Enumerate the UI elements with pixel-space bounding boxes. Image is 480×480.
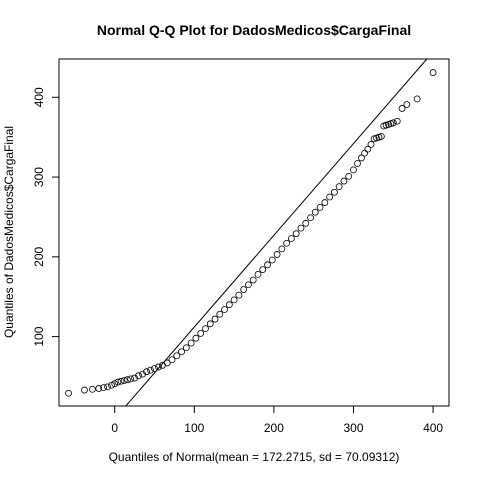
x-axis: 0 100 200 300 400 bbox=[111, 405, 443, 435]
data-point bbox=[131, 374, 139, 382]
data-point bbox=[273, 251, 281, 258]
data-point bbox=[268, 256, 276, 264]
data-point bbox=[225, 301, 233, 309]
data-point bbox=[326, 193, 334, 201]
data-point bbox=[104, 383, 111, 391]
data-point bbox=[361, 149, 369, 157]
plot-frame bbox=[58, 58, 450, 407]
data-point bbox=[235, 291, 243, 299]
data-point bbox=[139, 370, 146, 378]
x-tick-label: 0 bbox=[111, 421, 118, 435]
data-point bbox=[65, 389, 72, 397]
data-point bbox=[254, 270, 262, 278]
y-axis: 100 200 300 400 bbox=[32, 87, 60, 347]
data-point bbox=[240, 286, 248, 293]
data-point bbox=[292, 230, 300, 238]
x-tick-label: 300 bbox=[343, 421, 363, 435]
data-point bbox=[302, 219, 310, 227]
data-point bbox=[364, 145, 372, 153]
data-point bbox=[124, 376, 131, 384]
data-point bbox=[398, 105, 406, 112]
data-point bbox=[197, 330, 205, 337]
data-point bbox=[221, 306, 228, 313]
data-point bbox=[143, 368, 150, 376]
data-point bbox=[192, 334, 200, 342]
reference-line-layer bbox=[125, 58, 428, 407]
y-tick-label: 400 bbox=[32, 87, 46, 107]
data-point bbox=[350, 166, 357, 174]
data-point bbox=[81, 386, 88, 394]
data-point bbox=[127, 375, 135, 383]
data-point bbox=[259, 266, 267, 273]
data-point bbox=[389, 119, 397, 127]
data-point bbox=[316, 203, 324, 211]
data-point bbox=[311, 208, 319, 216]
y-tick-label: 300 bbox=[32, 167, 46, 187]
data-point bbox=[173, 352, 181, 360]
data-point bbox=[187, 339, 195, 347]
x-tick-label: 200 bbox=[264, 421, 284, 435]
y-tick-label: 200 bbox=[32, 246, 46, 266]
data-point bbox=[264, 261, 271, 269]
data-point bbox=[182, 344, 190, 352]
x-tick-label: 400 bbox=[423, 421, 443, 435]
y-tick-label: 100 bbox=[32, 326, 46, 346]
data-point bbox=[202, 325, 209, 333]
y-axis-label: Quantiles of DadosMedicos$CargaFinal bbox=[2, 126, 16, 338]
data-point bbox=[163, 359, 171, 367]
x-axis-label: Quantiles of Normal(mean = 172.2715, sd … bbox=[109, 450, 400, 464]
data-point bbox=[413, 95, 421, 103]
data-point bbox=[155, 363, 162, 371]
data-point bbox=[403, 101, 411, 108]
chart-title: Normal Q-Q Plot for DadosMedicos$CargaFi… bbox=[97, 22, 411, 38]
data-point bbox=[178, 348, 185, 356]
data-point bbox=[345, 172, 353, 180]
data-point bbox=[278, 245, 286, 253]
data-point bbox=[111, 380, 119, 388]
data-point bbox=[307, 214, 314, 222]
data-point bbox=[147, 366, 154, 374]
data-point bbox=[283, 239, 291, 247]
data-point bbox=[206, 320, 214, 328]
data-point bbox=[330, 188, 338, 196]
data-points bbox=[65, 69, 437, 397]
data-point bbox=[151, 365, 158, 372]
data-point bbox=[358, 154, 365, 162]
data-point bbox=[168, 356, 176, 364]
data-point bbox=[100, 384, 107, 392]
data-point bbox=[367, 140, 375, 148]
data-point bbox=[249, 276, 257, 284]
data-point bbox=[211, 315, 219, 323]
data-point bbox=[288, 235, 295, 242]
data-point bbox=[114, 378, 122, 386]
data-point bbox=[429, 69, 437, 76]
data-point bbox=[95, 385, 103, 392]
data-point bbox=[230, 296, 238, 304]
data-point bbox=[135, 372, 142, 380]
data-point bbox=[120, 377, 128, 384]
x-tick-label: 100 bbox=[184, 421, 204, 435]
data-point bbox=[321, 199, 329, 206]
data-point bbox=[297, 224, 305, 232]
reference-line bbox=[125, 58, 428, 407]
data-point bbox=[340, 177, 348, 185]
data-point bbox=[377, 132, 385, 140]
data-point bbox=[216, 310, 224, 318]
data-point bbox=[335, 183, 343, 191]
data-point bbox=[117, 377, 125, 385]
data-point bbox=[89, 385, 96, 393]
data-point bbox=[354, 160, 361, 167]
data-point bbox=[245, 281, 252, 289]
data-point bbox=[393, 117, 401, 125]
data-point bbox=[108, 381, 115, 389]
